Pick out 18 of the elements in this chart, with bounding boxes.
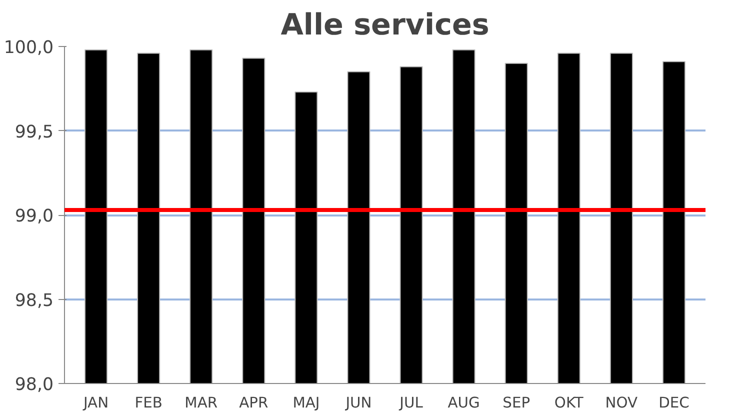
y-tick-label: 99,0 [14,206,54,226]
x-tick-label: APR [239,394,268,412]
x-tick-label: DEC [658,394,690,412]
x-tick-label: NOV [605,394,638,412]
y-tick-label: 100,0 [4,38,54,58]
y-tick-label: 99,5 [14,122,54,142]
x-tick-label: JAN [82,394,109,412]
chart-title: Alle services [280,8,490,42]
x-tick-label: JUL [398,394,424,412]
x-tick-label: OKT [554,394,584,412]
x-tick-label: MAJ [292,394,320,412]
x-tick-label: SEP [502,394,530,412]
x-tick-label: MAR [184,394,218,412]
x-tick-label: FEB [134,394,162,412]
y-tick-label: 98,0 [14,375,54,395]
y-tick-label: 98,5 [14,290,54,311]
x-tick-label: AUG [448,394,480,412]
x-tick-label: JUN [344,394,372,412]
